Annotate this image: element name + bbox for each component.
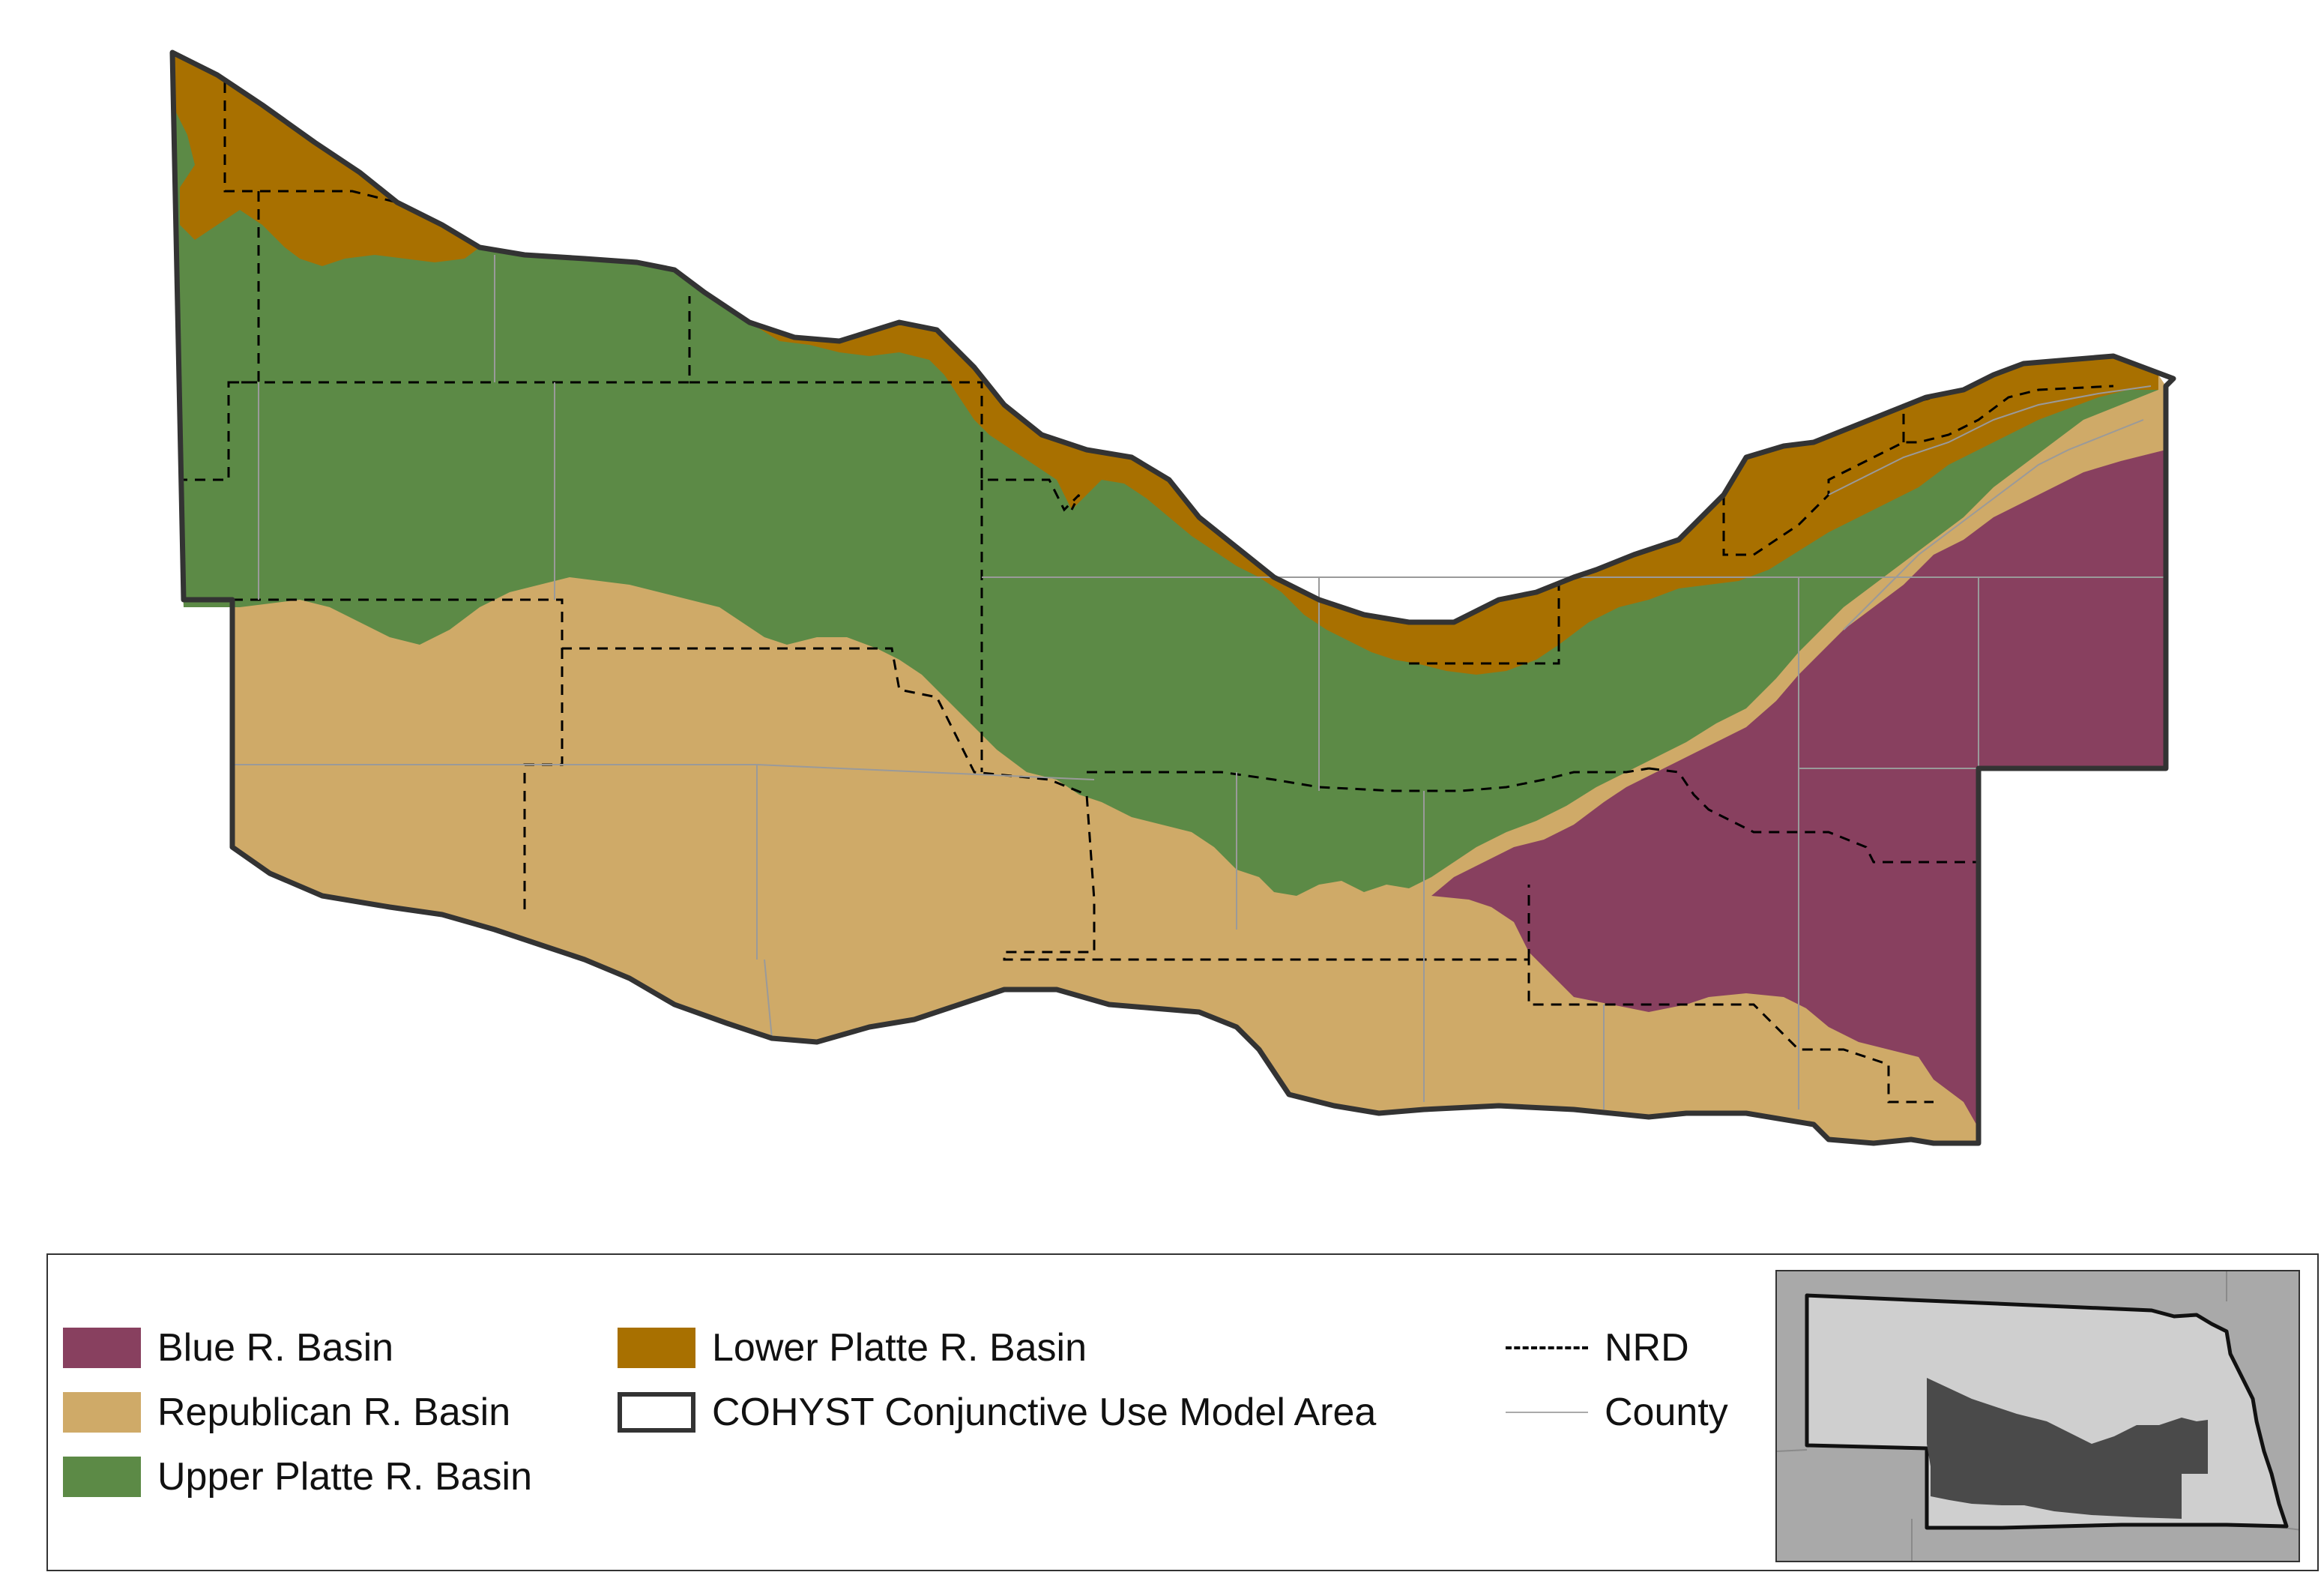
- inset-model-area: [1927, 1378, 2208, 1519]
- legend-swatch-republican-basin: [63, 1392, 141, 1433]
- legend-item-republican-basin: Republican R. Basin: [63, 1390, 510, 1435]
- legend-item-cohyst-area: COHYST Conjunctive Use Model Area: [618, 1390, 1376, 1435]
- basin-map: [169, 49, 2176, 1146]
- legend-swatch-cohyst-area: [618, 1392, 695, 1433]
- upper-platte-basin-region: [172, 52, 2158, 896]
- legend-item-upper-platte-basin: Upper Platte R. Basin: [63, 1454, 532, 1499]
- legend-label-blue-basin: Blue R. Basin: [157, 1326, 394, 1370]
- legend-label-upper-platte-basin: Upper Platte R. Basin: [157, 1455, 533, 1499]
- nebraska-inset-map: [1775, 1270, 2300, 1562]
- legend-item-nrd: NRD: [1506, 1325, 1689, 1370]
- legend-item-blue-basin: Blue R. Basin: [63, 1325, 393, 1370]
- legend-label-county: County: [1605, 1391, 1728, 1434]
- legend-swatch-blue-basin: [63, 1328, 141, 1368]
- nebraska-inset-svg: [1777, 1271, 2299, 1561]
- legend-label-republican-basin: Republican R. Basin: [157, 1391, 511, 1434]
- legend-swatch-lower-platte-basin: [618, 1328, 695, 1368]
- lower-platte-basin-region-west: [172, 52, 480, 266]
- cohyst-model-area-outline: [169, 49, 2176, 1146]
- legend-label-lower-platte-basin: Lower Platte R. Basin: [712, 1326, 1087, 1370]
- inset-neighbor-boundaries: [1777, 1271, 2299, 1561]
- legend-item-county: County: [1506, 1390, 1728, 1435]
- legend-label-cohyst-area: COHYST Conjunctive Use Model Area: [712, 1391, 1377, 1434]
- basin-map-svg: [169, 49, 2176, 1146]
- legend-line-county: [1506, 1412, 1588, 1413]
- legend-label-nrd: NRD: [1605, 1326, 1689, 1370]
- legend: Blue R. Basin Republican R. Basin Upper …: [46, 1253, 2319, 1571]
- legend-swatch-upper-platte-basin: [63, 1457, 141, 1497]
- legend-item-lower-platte-basin: Lower Platte R. Basin: [618, 1325, 1087, 1370]
- legend-line-nrd: [1506, 1346, 1588, 1349]
- lower-platte-basin-region-central: [749, 322, 2158, 675]
